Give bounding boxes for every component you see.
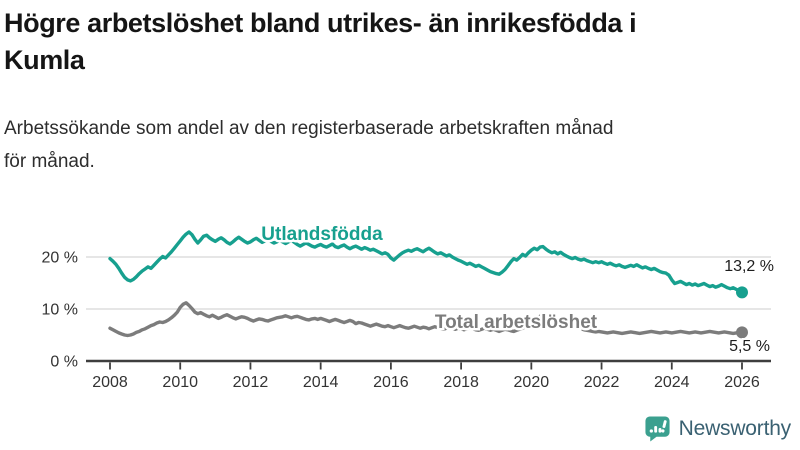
chart-subtitle-line-1: Arbetssökande som andel av den registerb… — [4, 118, 614, 139]
newsworthy-logo-icon — [645, 416, 670, 442]
series-inline-label: Utlandsfödda — [261, 224, 383, 245]
x-axis-tick-label: 2020 — [514, 374, 550, 391]
newsworthy-logo: Newsworthy — [644, 415, 791, 442]
x-axis-tick-label: 2016 — [373, 374, 409, 391]
y-axis-tick-label: 20 % — [42, 250, 78, 267]
series-line — [108, 301, 744, 338]
chart-subtitle: Arbetssökande som andel av den registerb… — [4, 112, 792, 178]
y-axis-tick-label: 0 % — [50, 354, 78, 371]
series-lines — [108, 230, 744, 338]
x-axis-tick-label: 2012 — [233, 374, 269, 391]
x-axis-tick-label: 2024 — [654, 374, 690, 391]
x-axis-tick-label: 2010 — [162, 374, 198, 391]
page-title-line-1: Högre arbetslöshet bland utrikes- än inr… — [4, 8, 637, 38]
series-end-value-label: 5,5 % — [729, 338, 770, 355]
x-axis: 2008 2010 2012 2014 2016 2018 2020 2022 2024 2026 — [86, 359, 771, 391]
x-axis-tick-label: 2022 — [584, 374, 620, 391]
series-end-value-label: 13,2 % — [724, 258, 774, 275]
series-line — [108, 230, 744, 295]
x-axis-tick-label: 2026 — [724, 374, 760, 391]
gridlines: 0 % 10 % 20 % — [42, 250, 771, 371]
series-end-dot — [735, 286, 748, 299]
x-axis-tick-label: 2008 — [92, 374, 128, 391]
y-axis-tick-label: 10 % — [42, 302, 78, 319]
x-axis-tick-label: 2018 — [443, 374, 479, 391]
chart-labels: Utlandsfödda 13,2 % Total arbetslöshet 5,5 … — [259, 222, 776, 358]
page-title: Högre arbetslöshet bland utrikes- än inr… — [4, 5, 792, 79]
brand-name: Newsworthy — [678, 416, 792, 440]
chart-subtitle-line-2: för månad. — [4, 151, 95, 172]
page-title-line-2: Kumla — [4, 45, 85, 75]
x-axis-tick-label: 2014 — [303, 374, 339, 391]
series-inline-label: Total arbetslöshet — [435, 312, 598, 333]
series-end-dot — [735, 326, 748, 339]
